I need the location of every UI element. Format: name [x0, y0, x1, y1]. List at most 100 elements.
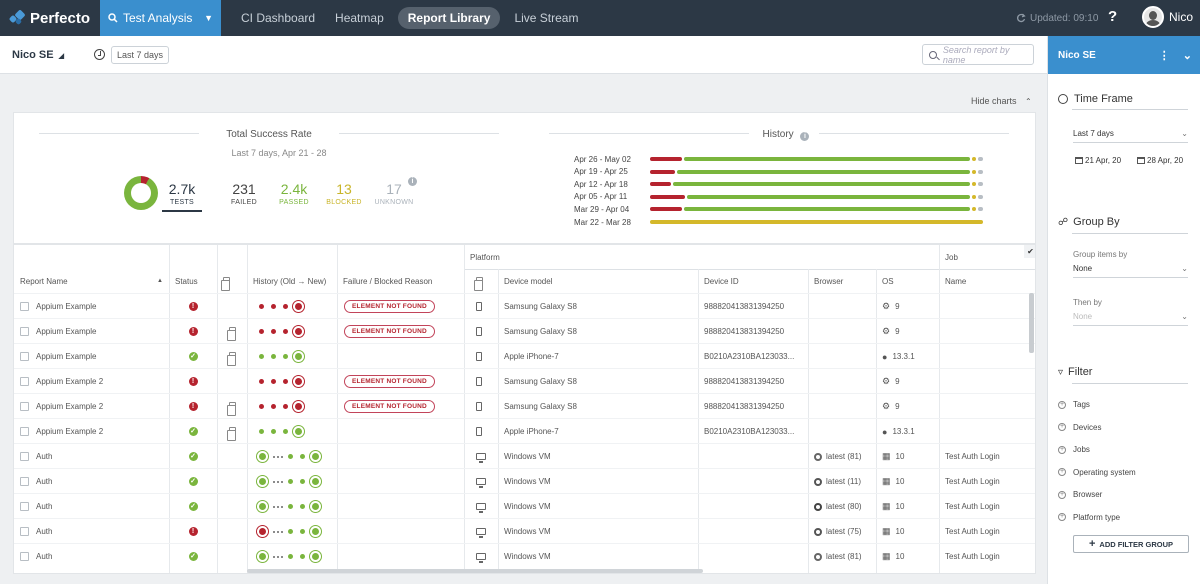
failure-reason-badge[interactable]: ELEMENT NOT FOUND	[344, 375, 435, 388]
history-dot[interactable]	[295, 328, 302, 335]
history-dot[interactable]	[271, 379, 276, 384]
history-dot[interactable]	[300, 454, 305, 459]
col-failure-reason[interactable]: Failure / Blocked Reason	[343, 276, 433, 286]
history-dot[interactable]	[271, 329, 276, 334]
row-checkbox[interactable]	[20, 302, 29, 311]
timeframe-pill[interactable]: Last 7 days	[111, 45, 170, 64]
history-dot[interactable]	[271, 354, 276, 359]
history-dot[interactable]	[295, 353, 302, 360]
cell-report[interactable]	[217, 344, 247, 369]
report-icon[interactable]	[226, 402, 236, 416]
row-checkbox[interactable]	[20, 377, 29, 386]
history-dot[interactable]	[271, 304, 276, 309]
date-to[interactable]: 28 Apr, 20	[1137, 156, 1183, 165]
col-device-id[interactable]: Device ID	[704, 276, 739, 286]
history-dot[interactable]	[271, 404, 276, 409]
history-dot[interactable]	[288, 454, 293, 459]
vertical-scrollbar[interactable]	[1029, 293, 1034, 353]
row-checkbox[interactable]	[20, 427, 29, 436]
stat-passed[interactable]: 2.4k PASSED	[274, 181, 314, 206]
cell-report-name[interactable]: Appium Example 2	[20, 369, 169, 394]
table-row[interactable]: Auth ✓ Windows VM latest (11) ▦ 10 Test Auth L…	[14, 468, 1035, 494]
history-dot[interactable]	[300, 479, 305, 484]
help-icon[interactable]: ?	[1108, 8, 1118, 25]
add-filter-group-button[interactable]: + ADD FILTER GROUP	[1073, 535, 1189, 553]
cell-report-name[interactable]: Appium Example 2	[20, 419, 169, 444]
more-icon[interactable]: ⋮	[1158, 49, 1175, 62]
nav-ci-dashboard[interactable]: CI Dashboard	[241, 11, 316, 25]
history-dot[interactable]	[259, 404, 264, 409]
pin-icon[interactable]: ✔	[1024, 245, 1035, 258]
col-device-model[interactable]: Device model	[504, 276, 553, 286]
group-items-select[interactable]: None ⌄	[1073, 260, 1188, 278]
col-device-type[interactable]	[464, 269, 498, 293]
table-row[interactable]: Appium Example! ELEMENT NOT FOUND Samsung …	[14, 318, 1035, 343]
history-dot[interactable]	[259, 478, 266, 485]
filter-item[interactable]: + Devices	[1058, 423, 1101, 432]
col-report-name[interactable]: Report Name ▲	[14, 269, 169, 293]
cell-report-name[interactable]: Appium Example	[20, 344, 169, 369]
nav-test-analysis[interactable]: Test Analysis ▼	[100, 0, 221, 36]
history-bar[interactable]	[650, 182, 985, 187]
history-dot[interactable]	[295, 403, 302, 410]
history-dot[interactable]	[283, 329, 288, 334]
row-checkbox[interactable]	[20, 477, 29, 486]
history-dot[interactable]	[259, 429, 264, 434]
history-dot[interactable]	[288, 504, 293, 509]
table-row[interactable]: Appium Example 2! ELEMENT NOT FOUND Samsun…	[14, 393, 1035, 419]
history-dot[interactable]	[283, 354, 288, 359]
history-dot[interactable]	[312, 453, 319, 460]
row-checkbox[interactable]	[20, 327, 29, 336]
user-menu[interactable]: Nico	[1142, 6, 1193, 28]
search-input[interactable]: Search report by name	[922, 44, 1034, 65]
row-checkbox[interactable]	[20, 552, 29, 561]
history-dot[interactable]	[259, 329, 264, 334]
filter-item[interactable]: + Browser	[1058, 490, 1102, 499]
cell-report[interactable]	[217, 394, 247, 419]
history-bar[interactable]	[650, 220, 985, 224]
filter-item[interactable]: + Operating system	[1058, 468, 1136, 477]
history-dot[interactable]	[288, 554, 293, 559]
report-icon[interactable]	[226, 327, 236, 341]
row-checkbox[interactable]	[20, 452, 29, 461]
history-dot[interactable]	[259, 379, 264, 384]
timeframe-display[interactable]: Last 7 days	[94, 45, 170, 64]
history-dot[interactable]	[283, 404, 288, 409]
cell-report-name[interactable]: Auth	[20, 469, 169, 494]
history-dot[interactable]	[295, 303, 302, 310]
history-dot[interactable]	[300, 554, 305, 559]
hide-charts-toggle[interactable]: Hide charts ⌃	[971, 96, 1032, 106]
col-report-icon[interactable]	[217, 269, 247, 293]
cell-report[interactable]	[217, 419, 247, 444]
history-dot[interactable]	[295, 428, 302, 435]
cell-report[interactable]	[217, 494, 247, 519]
history-dot[interactable]	[259, 453, 266, 460]
info-icon[interactable]: i	[800, 132, 810, 141]
perfecto-logo[interactable]: Perfecto	[0, 9, 100, 27]
cell-report-name[interactable]: Appium Example 2	[20, 394, 169, 419]
col-browser[interactable]: Browser	[814, 276, 844, 286]
failure-reason-badge[interactable]: ELEMENT NOT FOUND	[344, 325, 435, 338]
history-bar[interactable]	[650, 157, 985, 161]
cell-report-name[interactable]: Auth	[20, 494, 169, 519]
horizontal-scrollbar[interactable]	[247, 569, 703, 573]
nav-report-library[interactable]: Report Library	[397, 7, 501, 29]
history-bar[interactable]	[650, 169, 985, 174]
table-row[interactable]: Auth! Windows VM latest (75) ▦ 10 Test Auth L…	[14, 518, 1035, 543]
history-dot[interactable]	[312, 528, 319, 535]
cell-report[interactable]	[217, 294, 247, 319]
cell-report-name[interactable]: Appium Example	[20, 294, 169, 319]
date-from[interactable]: 21 Apr, 20	[1075, 156, 1121, 165]
history-dot[interactable]	[259, 354, 264, 359]
row-checkbox[interactable]	[20, 527, 29, 536]
history-dot[interactable]	[312, 478, 319, 485]
stat-unknown[interactable]: 17 UNKNOWN	[372, 181, 416, 206]
cell-report[interactable]	[217, 544, 247, 569]
nav-heatmap[interactable]: Heatmap	[335, 11, 384, 25]
row-checkbox[interactable]	[20, 502, 29, 511]
col-job-name[interactable]: Name	[945, 276, 967, 286]
filter-item[interactable]: + Tags	[1058, 400, 1090, 409]
history-dot[interactable]	[312, 553, 319, 560]
history-dot[interactable]	[271, 429, 276, 434]
cell-report[interactable]	[217, 469, 247, 494]
